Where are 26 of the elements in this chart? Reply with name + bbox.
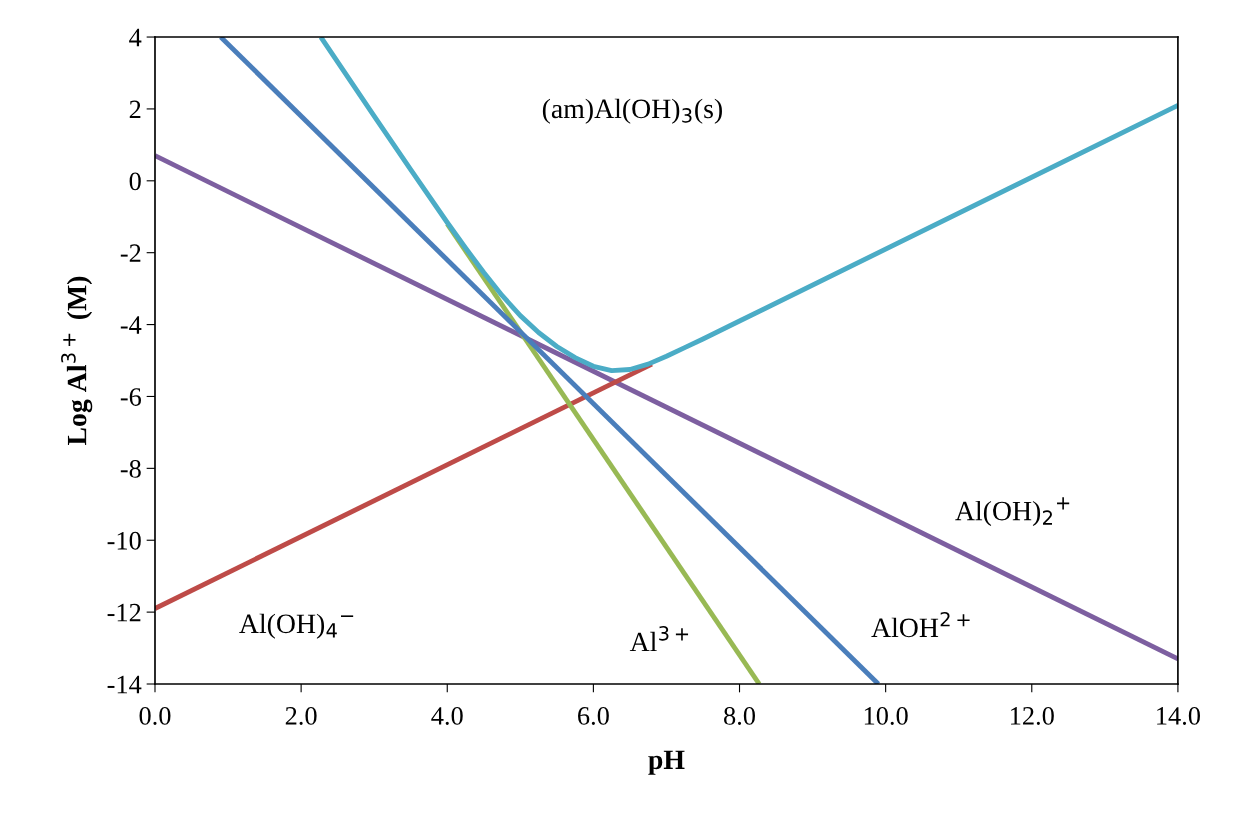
y-tick-label: -8 [120, 459, 141, 478]
annotation: Al(OH)$_{2}$$^{+}$ [955, 497, 1070, 527]
y-tick-label: -14 [107, 675, 142, 694]
annotation: (am)Al(OH)$_{3}$(s) [542, 98, 722, 124]
x-tick-label: 14.0 [1157, 706, 1200, 725]
x-tick-label: 0.0 [139, 706, 171, 725]
y-tick-label: -6 [120, 388, 142, 406]
annotation: Al$^{3+}$ [629, 625, 689, 652]
line-series [318, 37, 1178, 374]
y-tick-label: -2 [120, 244, 141, 262]
annotation: AlOH$^{2+}$ [871, 611, 970, 638]
y-tick-label: -4 [120, 316, 142, 334]
x-tick-label: 4.0 [431, 706, 463, 725]
y-tick-label: 0 [129, 172, 141, 191]
x-tick-label: 10.0 [864, 706, 908, 725]
annotation: Al(OH)$_{4}$$^{−}$ [239, 613, 354, 639]
x-axis-title: pH [648, 750, 685, 775]
x-tick-label: 12.0 [1011, 706, 1054, 725]
x-tick-label: 6.0 [578, 706, 609, 725]
y-tick-label: -10 [107, 531, 141, 550]
y-tick-label: -12 [107, 603, 141, 622]
x-tick-label: 8.0 [724, 706, 755, 725]
x-tick-label: 2.0 [285, 706, 317, 725]
y-tick-label: 2 [129, 100, 141, 119]
y-tick-label: 4 [129, 28, 142, 47]
y-axis-title: Log Al$^{3+}$ (M) [61, 276, 93, 446]
